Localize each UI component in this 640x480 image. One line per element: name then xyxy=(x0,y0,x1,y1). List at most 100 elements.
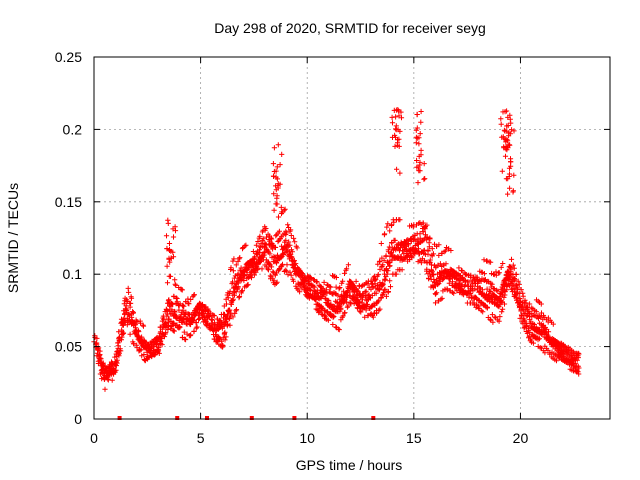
data-point xyxy=(284,262,290,268)
data-point xyxy=(410,224,416,230)
data-point xyxy=(185,296,191,302)
data-point xyxy=(114,353,120,360)
data-point xyxy=(220,344,226,350)
data-point xyxy=(194,324,200,330)
data-point xyxy=(230,314,236,320)
x-tick-label: 5 xyxy=(197,430,205,446)
data-point xyxy=(210,312,216,318)
data-point xyxy=(507,131,513,137)
data-point xyxy=(131,322,137,328)
x-tick-label: 0 xyxy=(90,430,98,446)
data-point xyxy=(236,256,242,262)
data-point xyxy=(263,246,269,252)
data-point xyxy=(235,284,241,290)
data-point xyxy=(545,315,551,321)
data-point xyxy=(253,269,259,275)
data-point xyxy=(340,313,346,319)
data-point xyxy=(237,255,243,261)
data-point xyxy=(295,287,301,293)
axis-ticks xyxy=(93,56,610,420)
data-point xyxy=(121,301,127,307)
data-point xyxy=(331,290,337,296)
data-point xyxy=(434,280,440,286)
data-point xyxy=(414,125,420,131)
data-point xyxy=(271,173,277,179)
data-point xyxy=(405,258,411,264)
data-point xyxy=(283,231,289,238)
data-point xyxy=(378,240,384,247)
data-point xyxy=(413,140,419,146)
data-point xyxy=(386,244,392,250)
x-tick-label: 20 xyxy=(513,430,529,446)
data-point xyxy=(484,286,490,292)
data-point xyxy=(398,115,405,121)
data-point xyxy=(118,348,124,354)
data-point xyxy=(431,241,438,247)
data-point xyxy=(421,161,427,167)
data-point xyxy=(242,243,248,249)
data-point xyxy=(291,258,297,264)
data-point xyxy=(417,162,423,168)
data-point xyxy=(324,282,330,288)
data-point xyxy=(397,257,403,263)
data-point xyxy=(241,277,247,284)
data-point xyxy=(279,209,285,215)
data-point xyxy=(398,109,404,115)
data-point xyxy=(305,285,311,292)
data-point xyxy=(328,301,334,307)
data-point xyxy=(271,145,277,151)
data-point xyxy=(212,320,218,326)
y-tick-label: 0.25 xyxy=(55,49,82,65)
data-point xyxy=(97,348,103,354)
data-point xyxy=(165,326,171,333)
data-point xyxy=(313,306,319,312)
data-point xyxy=(477,268,483,274)
data-point xyxy=(450,273,457,279)
data-point xyxy=(389,222,395,228)
data-point xyxy=(131,329,137,335)
data-point xyxy=(471,276,478,282)
data-point xyxy=(209,322,215,328)
data-point xyxy=(470,280,476,286)
data-point xyxy=(520,299,526,305)
data-point xyxy=(453,283,459,289)
data-point xyxy=(163,306,169,312)
data-point xyxy=(375,261,381,267)
data-point xyxy=(320,287,326,294)
data-point xyxy=(520,293,526,299)
data-point xyxy=(290,276,296,282)
data-point xyxy=(228,266,234,273)
data-point xyxy=(239,288,245,294)
data-point xyxy=(363,307,369,313)
data-point xyxy=(464,300,470,306)
data-point xyxy=(218,320,224,326)
data-point xyxy=(260,257,266,263)
data-point xyxy=(159,331,165,337)
data-point xyxy=(385,221,391,227)
data-point xyxy=(500,134,506,140)
data-point xyxy=(466,294,472,300)
data-point xyxy=(118,320,124,326)
x-tick-labels: 0 5 10 15 20 xyxy=(90,430,528,446)
data-point xyxy=(180,307,186,313)
y-tick-label: 0.1 xyxy=(63,266,83,282)
data-point xyxy=(376,287,382,293)
data-point xyxy=(161,334,168,340)
data-point xyxy=(372,276,378,282)
data-point xyxy=(179,287,185,293)
data-point xyxy=(197,300,203,306)
data-point xyxy=(414,157,420,164)
data-point xyxy=(271,207,277,213)
data-point xyxy=(453,275,459,281)
data-point xyxy=(413,238,419,244)
data-point xyxy=(171,311,177,317)
data-point xyxy=(504,123,510,129)
data-point xyxy=(99,362,105,368)
data-point xyxy=(164,263,170,269)
data-point xyxy=(298,279,304,285)
data-point xyxy=(530,332,536,338)
data-point xyxy=(396,108,402,114)
data-point xyxy=(353,286,359,292)
data-point xyxy=(565,352,571,358)
data-point xyxy=(492,314,498,320)
